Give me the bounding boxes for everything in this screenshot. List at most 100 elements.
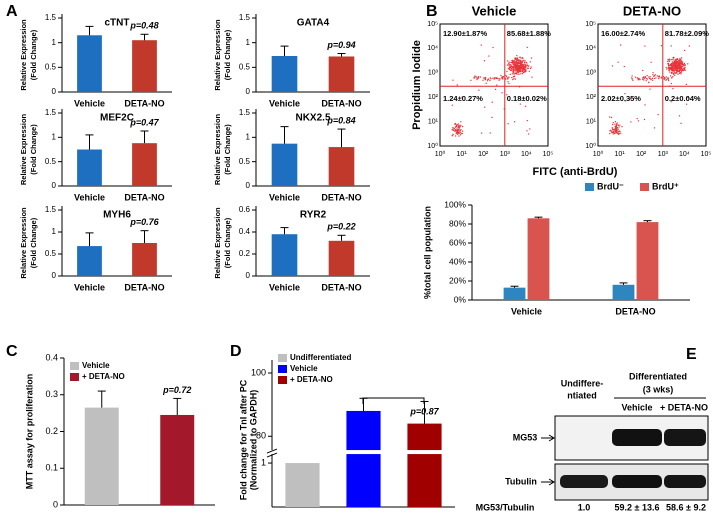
y-tick-label: 0.3 <box>45 389 58 399</box>
event-dot <box>617 130 619 133</box>
event-dot <box>616 124 618 126</box>
event-dot <box>455 126 457 128</box>
event-dot <box>516 64 518 66</box>
y-axis-label: (Fold Change) <box>29 217 38 268</box>
event-dot <box>666 77 669 79</box>
event-dot <box>513 75 515 77</box>
bar <box>132 143 157 186</box>
x-tick-label: Vehicle <box>269 192 300 202</box>
event-dot <box>652 77 654 80</box>
event-dot <box>673 64 675 66</box>
event-dot <box>457 133 459 135</box>
plot-frame <box>439 23 549 147</box>
event-dot <box>457 127 459 129</box>
event-dot <box>519 62 522 64</box>
y-axis-label: (Fold Change) <box>29 29 38 80</box>
event-dot <box>512 71 515 74</box>
legend-label: Undifferentiated <box>290 353 351 362</box>
event-dot <box>519 69 521 71</box>
event-dot <box>676 71 678 73</box>
y-axis-label: Fold change for TnI after PC <box>238 379 248 500</box>
event-dot <box>479 76 482 78</box>
event-dot <box>512 76 515 78</box>
x-tick-label: DETA-NO <box>124 192 164 202</box>
event-dot <box>676 60 679 63</box>
y-tick-label: 20% <box>449 275 466 285</box>
event-dot <box>513 68 515 71</box>
band <box>612 475 662 488</box>
event-dot <box>614 131 617 133</box>
event-dot <box>512 78 514 81</box>
event-dot <box>668 69 670 72</box>
event-dot <box>481 132 483 134</box>
event-dot <box>521 67 523 69</box>
event-dot <box>522 65 524 67</box>
event-dot <box>492 77 494 79</box>
event-dot <box>681 65 683 67</box>
event-dot <box>495 77 497 80</box>
event-dot <box>514 78 517 80</box>
event-dot <box>522 65 525 67</box>
event-dot <box>679 61 681 63</box>
event-dot <box>678 66 681 68</box>
event-dot <box>524 61 526 63</box>
event-dot <box>667 67 669 70</box>
event-dot <box>617 132 619 134</box>
bar <box>612 284 635 300</box>
event-dot <box>667 58 669 61</box>
event-dot <box>515 63 517 66</box>
event-dot <box>513 60 516 62</box>
event-dot <box>673 70 675 72</box>
event-dot <box>458 125 460 127</box>
event-dot <box>618 126 620 128</box>
row-label: MG53 <box>513 432 538 442</box>
event-dot <box>669 69 671 71</box>
legend-label: BrdU⁻ <box>597 181 624 191</box>
event-dot <box>678 69 680 71</box>
event-dot <box>537 99 539 101</box>
event-dot <box>671 65 673 68</box>
chart-title: cTNT <box>105 18 130 29</box>
event-dot <box>674 59 677 61</box>
event-dot <box>609 130 611 132</box>
band <box>560 475 608 488</box>
y-tick-label: 10⁴ <box>585 45 596 52</box>
event-dot <box>614 130 616 132</box>
event-dot <box>516 71 518 73</box>
y-axis-label: MTT assay for proliferation <box>24 374 34 490</box>
event-dot <box>648 76 650 78</box>
event-dot <box>683 62 686 64</box>
event-dot <box>613 130 615 133</box>
event-dot <box>512 70 515 72</box>
event-dot <box>668 67 670 70</box>
event-dot <box>514 57 516 59</box>
event-dot <box>663 78 665 80</box>
event-dot <box>508 62 510 64</box>
y-tick-label: 60% <box>449 237 466 247</box>
event-dot <box>502 75 505 78</box>
row-label: Tubulin <box>505 476 537 486</box>
event-dot <box>615 129 618 131</box>
event-dot <box>518 86 521 88</box>
legend-swatch <box>278 354 287 362</box>
event-dot <box>513 62 515 64</box>
event-dot <box>456 84 458 86</box>
event-dot <box>634 76 637 78</box>
event-dot <box>614 121 617 123</box>
x-tick-label: DETA-NO <box>321 282 361 292</box>
event-dot <box>493 78 495 80</box>
event-dot <box>457 126 460 128</box>
event-dot <box>684 65 686 67</box>
event-dot <box>454 130 456 132</box>
event-dot <box>506 70 508 72</box>
event-dot <box>505 76 508 78</box>
bar <box>407 423 442 507</box>
event-dot <box>679 71 681 74</box>
y-tick-label: 0.6 <box>239 205 251 214</box>
event-dot <box>617 124 620 126</box>
event-dot <box>512 68 514 70</box>
y-tick-label: 10⁵ <box>427 21 438 28</box>
event-dot <box>639 78 641 81</box>
event-dot <box>515 70 517 72</box>
event-dot <box>518 62 520 64</box>
